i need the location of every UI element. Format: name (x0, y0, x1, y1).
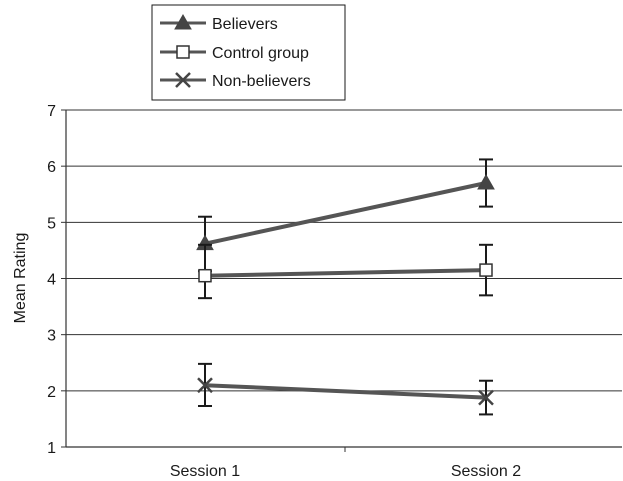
data-point-2-1-stroke-b (478, 389, 494, 406)
y-tick-label-7: 7 (47, 103, 56, 120)
legend-label-1: Control group (212, 45, 309, 62)
x-tick-label-1: Session 1 (170, 463, 240, 480)
y-tick-label-5: 5 (47, 215, 56, 232)
data-point-2-0-stroke-b (197, 377, 213, 394)
legend-marker-2 (175, 72, 191, 88)
y-tick-label-2: 2 (47, 384, 56, 401)
data-point-0-1 (477, 174, 495, 190)
legend-marker-0 (174, 13, 192, 30)
series-layer (196, 158, 495, 416)
legend-label-2: Non-believers (212, 73, 311, 90)
y-tick-label-6: 6 (47, 159, 56, 176)
data-point-1-1 (479, 263, 493, 277)
series-1 (198, 243, 493, 300)
series-0 (196, 158, 495, 273)
x-ticks: Session 1 Session 2 (170, 447, 521, 480)
series-2 (197, 362, 494, 416)
y-axis-title: Mean Rating (12, 233, 29, 324)
data-point-1-0 (198, 268, 212, 283)
data-point-2-1 (478, 389, 494, 406)
y-tick-label-4: 4 (47, 272, 56, 289)
legend-label-0: Believers (212, 16, 278, 33)
series-line-0 (204, 181, 487, 246)
y-tick-label-1: 1 (47, 440, 56, 457)
legend-marker-1 (176, 45, 190, 59)
gridlines (66, 109, 622, 392)
y-ticks: 1 2 3 4 5 6 7 (47, 103, 66, 457)
series-line-1 (204, 268, 487, 278)
y-tick-label-3: 3 (47, 328, 56, 345)
data-point-2-0 (197, 377, 213, 394)
series-line-2 (204, 383, 487, 400)
legend-marker-2-stroke-b (175, 72, 191, 88)
legend: Believers Control group Non-believers (151, 4, 346, 101)
x-tick-label-2: Session 2 (451, 463, 521, 480)
